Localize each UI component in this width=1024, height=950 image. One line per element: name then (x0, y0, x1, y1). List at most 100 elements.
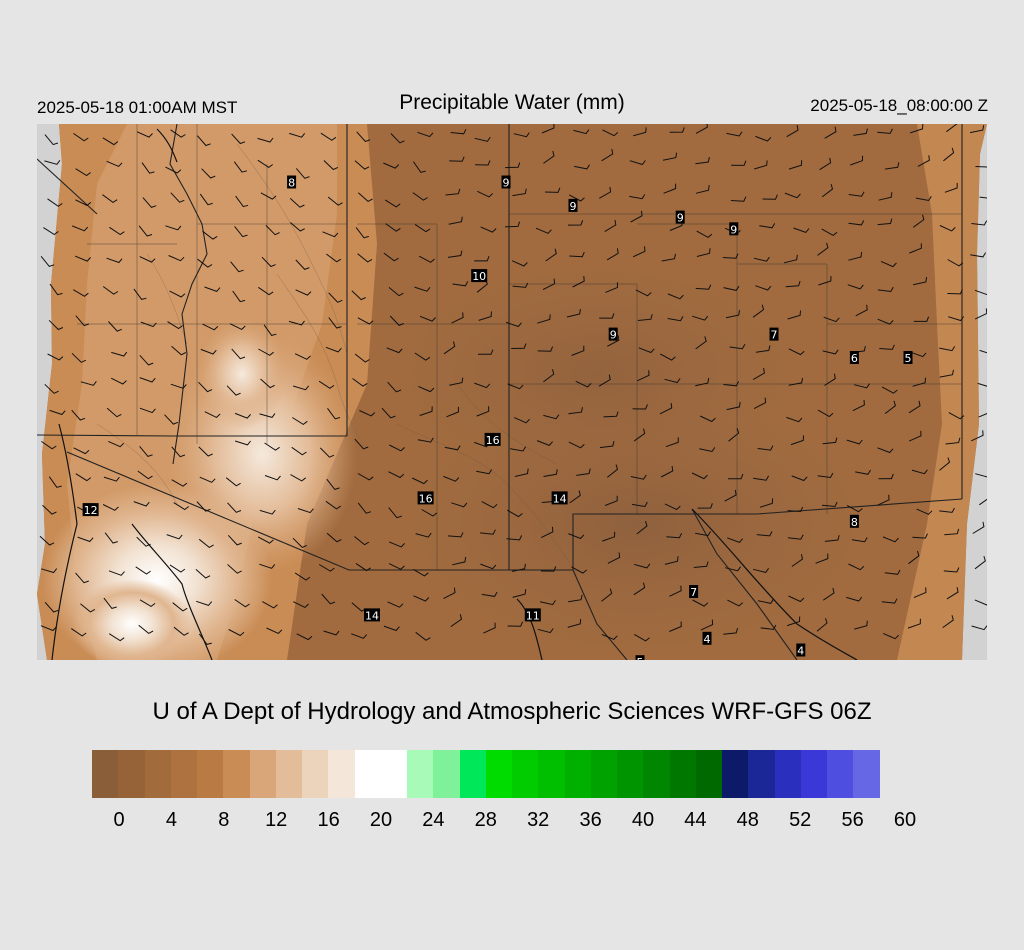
wind-barb (443, 475, 460, 482)
wind-barb (695, 185, 710, 194)
wind-barb (354, 353, 370, 363)
wind-barb (634, 563, 651, 569)
wind-barb (695, 124, 708, 134)
wind-barb (659, 402, 673, 415)
wind-barb (568, 194, 585, 202)
wind-barb (443, 341, 456, 355)
station-value: 8 (849, 514, 859, 529)
wind-barb (295, 168, 310, 179)
wind-barb (753, 256, 770, 262)
wind-barb (357, 317, 374, 325)
wind-barb (351, 633, 368, 639)
wind-barb (264, 442, 280, 451)
wind-barb (505, 321, 522, 328)
wind-barb (636, 370, 650, 382)
wind-barb (568, 533, 585, 540)
wind-barb (571, 345, 585, 356)
wind-barb (603, 411, 619, 418)
wind-barb (599, 313, 615, 319)
wind-barb (231, 348, 246, 360)
svg-text:4: 4 (797, 645, 804, 658)
wind-barb (787, 616, 801, 627)
wind-barb (635, 289, 652, 297)
wind-barb (939, 369, 954, 378)
wind-barb (783, 254, 798, 264)
wind-barb (878, 192, 893, 201)
wind-barb (414, 223, 431, 233)
wind-barb (569, 490, 581, 504)
color-scale-tick-label: 4 (165, 809, 177, 831)
wind-barb (389, 315, 404, 326)
wind-barb (785, 280, 801, 288)
wind-barb (384, 199, 401, 208)
wind-barb (821, 501, 838, 508)
station-value: 7 (689, 585, 699, 599)
wind-barb (755, 345, 771, 353)
wind-barb (262, 601, 278, 609)
wind-barb (389, 444, 405, 452)
wind-barb (234, 599, 250, 608)
wind-barb (322, 231, 339, 238)
wind-barb (71, 409, 86, 421)
wind-barb (443, 587, 456, 600)
wind-barb (877, 128, 893, 134)
station-value: 6 (849, 351, 859, 365)
wind-barb (289, 198, 305, 208)
color-scale-swatch (643, 750, 670, 798)
color-scale-swatch (328, 750, 355, 798)
wind-barb (971, 625, 987, 631)
wind-barb (138, 225, 153, 237)
wind-barb (910, 124, 924, 134)
wind-barb (512, 589, 527, 598)
wind-barb (169, 290, 186, 298)
wind-barb (504, 221, 521, 228)
svg-text:11: 11 (526, 609, 540, 622)
wind-barb (660, 466, 674, 478)
wind-barb (389, 541, 406, 548)
wind-barb (75, 199, 92, 207)
wind-barb (722, 253, 739, 259)
wind-barb (912, 277, 928, 286)
wind-barb (816, 618, 828, 632)
wind-barb (173, 626, 189, 636)
wind-barb (448, 216, 463, 225)
wind-barb (294, 572, 311, 581)
wind-barb (139, 377, 156, 383)
wind-barb (480, 529, 496, 535)
wind-barb (44, 601, 59, 613)
wind-barb (325, 500, 341, 510)
wind-barb (572, 276, 585, 288)
wind-barb (727, 599, 744, 607)
color-scale-tick-label: 24 (422, 809, 445, 831)
wind-barb (853, 128, 868, 136)
color-scale-swatch (590, 750, 617, 798)
wind-barb (102, 504, 119, 511)
wind-barb (948, 316, 965, 322)
wind-barb (731, 160, 747, 166)
wind-barb (784, 192, 801, 199)
wind-barb (293, 601, 309, 609)
color-scale-swatch (853, 750, 880, 798)
wind-barb (638, 347, 655, 354)
wind-barb (104, 532, 118, 544)
wind-barb (257, 137, 274, 143)
wind-barb (569, 251, 585, 258)
wind-barb (512, 188, 527, 197)
wind-barb (633, 582, 646, 596)
wind-barb (665, 437, 679, 448)
wind-barb (818, 275, 832, 286)
wind-barb (882, 536, 899, 543)
wind-barb (506, 509, 523, 518)
wind-barb (447, 250, 463, 258)
wind-barb (882, 632, 900, 640)
station-value: 7 (769, 327, 779, 342)
wind-barb (44, 383, 59, 394)
wind-barb (452, 556, 467, 566)
svg-text:14: 14 (365, 609, 379, 622)
wind-barb (786, 416, 803, 423)
color-scale-swatch (485, 750, 512, 798)
wind-barb (630, 210, 643, 223)
svg-text:10: 10 (472, 270, 486, 283)
wind-barb (417, 437, 434, 443)
wind-barb (41, 440, 57, 450)
